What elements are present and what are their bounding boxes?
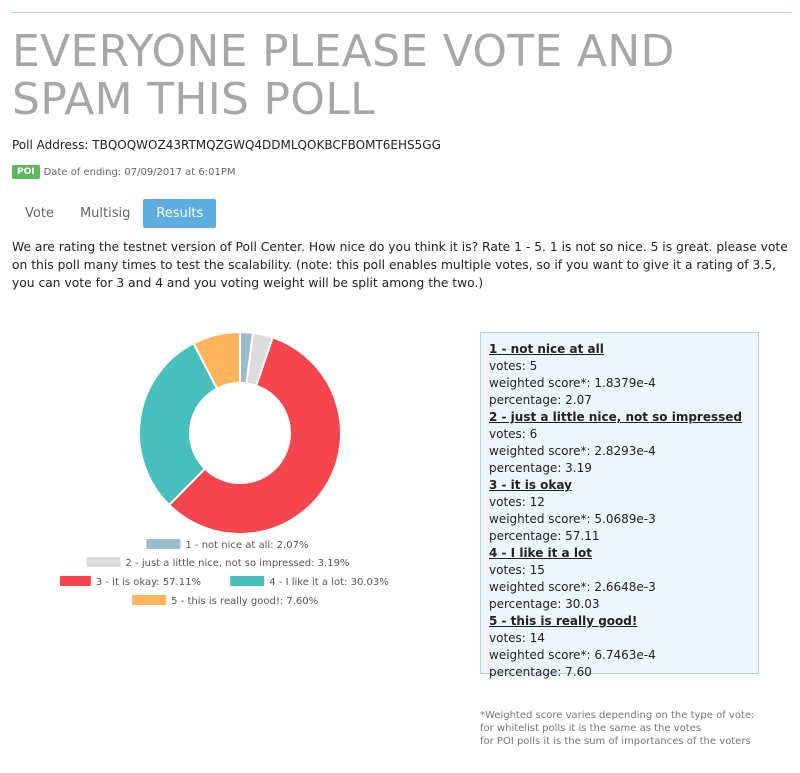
result-option-title: 2 - just a little nice, not so impressed bbox=[489, 410, 742, 424]
result-option-title: 1 - not nice at all bbox=[489, 342, 604, 356]
legend-label-okay: 3 - it is okay: 57.11% bbox=[96, 577, 201, 588]
result-votes: votes: 15 bbox=[489, 563, 545, 577]
poll-tabs: Vote Multisig Results bbox=[12, 199, 217, 228]
tab-vote[interactable]: Vote bbox=[25, 206, 54, 221]
result-votes: votes: 12 bbox=[489, 495, 545, 509]
legend-label-like-a-lot: 4 - I like it a lot: 30.03% bbox=[269, 577, 388, 588]
result-option-4: 4 - I like it a lot votes: 15 weighted s… bbox=[489, 545, 750, 613]
result-option-5: 5 - this is really good! votes: 14 weigh… bbox=[489, 613, 750, 681]
pie-slice-okay[interactable] bbox=[167, 336, 342, 535]
legend-label-little-nice: 2 - just a little nice, not so impressed… bbox=[126, 558, 350, 569]
legend-swatch-really-good bbox=[132, 595, 167, 605]
result-option-title: 4 - I like it a lot bbox=[489, 546, 592, 560]
tab-multisig[interactable]: Multisig bbox=[79, 206, 131, 221]
result-percentage: percentage: 7.60 bbox=[489, 665, 592, 679]
result-percentage: percentage: 30.03 bbox=[489, 597, 600, 611]
result-votes: votes: 6 bbox=[489, 427, 538, 441]
poll-title: EVERYONE PLEASE VOTE AND SPAM THIS POLL bbox=[12, 26, 675, 125]
pie-slice-really-good[interactable] bbox=[192, 330, 241, 390]
results-donut-chart: 1 - not nice at all: 2.07% 2 - just a lit… bbox=[60, 330, 389, 607]
footnote-line: for whitelist polls it is the same as th… bbox=[480, 723, 702, 734]
legend-label-not-nice: 1 - not nice at all: 2.07% bbox=[185, 540, 308, 551]
results-panel: 1 - not nice at all votes: 5 weighted sc… bbox=[480, 332, 759, 679]
result-option-2: 2 - just a little nice, not so impressed… bbox=[489, 409, 750, 477]
result-votes: votes: 14 bbox=[489, 631, 545, 645]
result-weighted-score: weighted score*: 2.8293e-4 bbox=[489, 444, 656, 458]
pie-slice-like-a-lot[interactable] bbox=[138, 341, 219, 507]
result-percentage: percentage: 57.11 bbox=[489, 529, 600, 543]
result-option-title: 3 - it is okay bbox=[489, 478, 572, 492]
legend-swatch-little-nice bbox=[86, 557, 121, 567]
result-option-1: 1 - not nice at all votes: 5 weighted sc… bbox=[489, 341, 750, 409]
poll-meta: POI Date of ending: 07/09/2017 at 6:01PM bbox=[12, 165, 236, 179]
tab-results[interactable]: Results bbox=[143, 199, 217, 228]
footnote-line: for POI polls it is the sum of importanc… bbox=[480, 736, 751, 747]
result-weighted-score: weighted score*: 5.0689e-3 bbox=[489, 512, 656, 526]
poll-address-value: TBQOQWOZ43RTMQZGWQ4DDMLQOKBCFBOMT6EHS5GG bbox=[92, 138, 441, 152]
top-divider bbox=[12, 12, 791, 13]
poll-address: Poll Address: TBQOQWOZ43RTMQZGWQ4DDMLQOK… bbox=[12, 138, 441, 152]
result-option-3: 3 - it is okay votes: 12 weighted score*… bbox=[489, 477, 750, 545]
legend-swatch-like-a-lot bbox=[230, 576, 265, 586]
poll-type-badge: POI bbox=[12, 165, 40, 179]
result-weighted-score: weighted score*: 6.7463e-4 bbox=[489, 648, 656, 662]
legend-swatch-okay bbox=[60, 576, 91, 586]
result-weighted-score: weighted score*: 2.6648e-3 bbox=[489, 580, 656, 594]
footnote-line: *Weighted score varies depending on the … bbox=[480, 710, 755, 721]
poll-end-date: Date of ending: 07/09/2017 at 6:01PM bbox=[43, 166, 236, 178]
legend-label-really-good: 5 - this is really good!: 7.60% bbox=[171, 596, 318, 607]
poll-address-label: Poll Address: bbox=[12, 138, 93, 152]
result-percentage: percentage: 2.07 bbox=[489, 393, 592, 407]
legend-swatch-not-nice bbox=[146, 539, 181, 549]
poll-description: We are rating the testnet version of Pol… bbox=[12, 240, 788, 290]
weighted-score-footnote: *Weighted score varies depending on the … bbox=[480, 709, 754, 748]
result-votes: votes: 5 bbox=[489, 359, 538, 373]
result-option-title: 5 - this is really good! bbox=[489, 614, 638, 628]
result-weighted-score: weighted score*: 1.8379e-4 bbox=[489, 376, 656, 390]
result-percentage: percentage: 3.19 bbox=[489, 461, 592, 475]
